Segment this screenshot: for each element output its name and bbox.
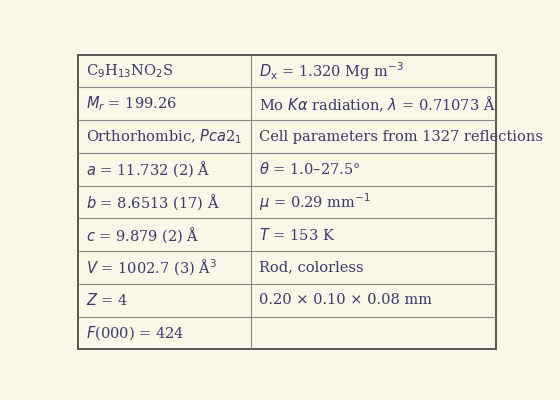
Text: Orthorhombic, $Pca$2$_1$: Orthorhombic, $Pca$2$_1$ [86, 127, 242, 146]
Text: $M_r$ = 199.26: $M_r$ = 199.26 [86, 94, 176, 113]
Text: C$_9$H$_{13}$NO$_2$S: C$_9$H$_{13}$NO$_2$S [86, 62, 173, 80]
Text: $\theta$ = 1.0–27.5°: $\theta$ = 1.0–27.5° [259, 161, 361, 177]
Text: $b$ = 8.6513 (17) Å: $b$ = 8.6513 (17) Å [86, 192, 220, 212]
Text: $V$ = 1002.7 (3) Å$^3$: $V$ = 1002.7 (3) Å$^3$ [86, 257, 217, 278]
Text: $T$ = 153 K: $T$ = 153 K [259, 227, 335, 243]
Text: $\mu$ = 0.29 mm$^{-1}$: $\mu$ = 0.29 mm$^{-1}$ [259, 191, 371, 213]
Text: 0.20 × 0.10 × 0.08 mm: 0.20 × 0.10 × 0.08 mm [259, 293, 432, 307]
Text: Mo $K\alpha$ radiation, $\lambda$ = 0.71073 Å: Mo $K\alpha$ radiation, $\lambda$ = 0.71… [259, 94, 496, 114]
Text: $F$(000) = 424: $F$(000) = 424 [86, 324, 184, 342]
Text: $a$ = 11.732 (2) Å: $a$ = 11.732 (2) Å [86, 160, 210, 179]
Text: $D_\mathrm{x}$ = 1.320 Mg m$^{-3}$: $D_\mathrm{x}$ = 1.320 Mg m$^{-3}$ [259, 60, 404, 82]
Text: Rod, colorless: Rod, colorless [259, 260, 364, 274]
Text: $c$ = 9.879 (2) Å: $c$ = 9.879 (2) Å [86, 225, 199, 244]
Text: Cell parameters from 1327 reflections: Cell parameters from 1327 reflections [259, 130, 543, 144]
Text: $Z$ = 4: $Z$ = 4 [86, 292, 128, 308]
